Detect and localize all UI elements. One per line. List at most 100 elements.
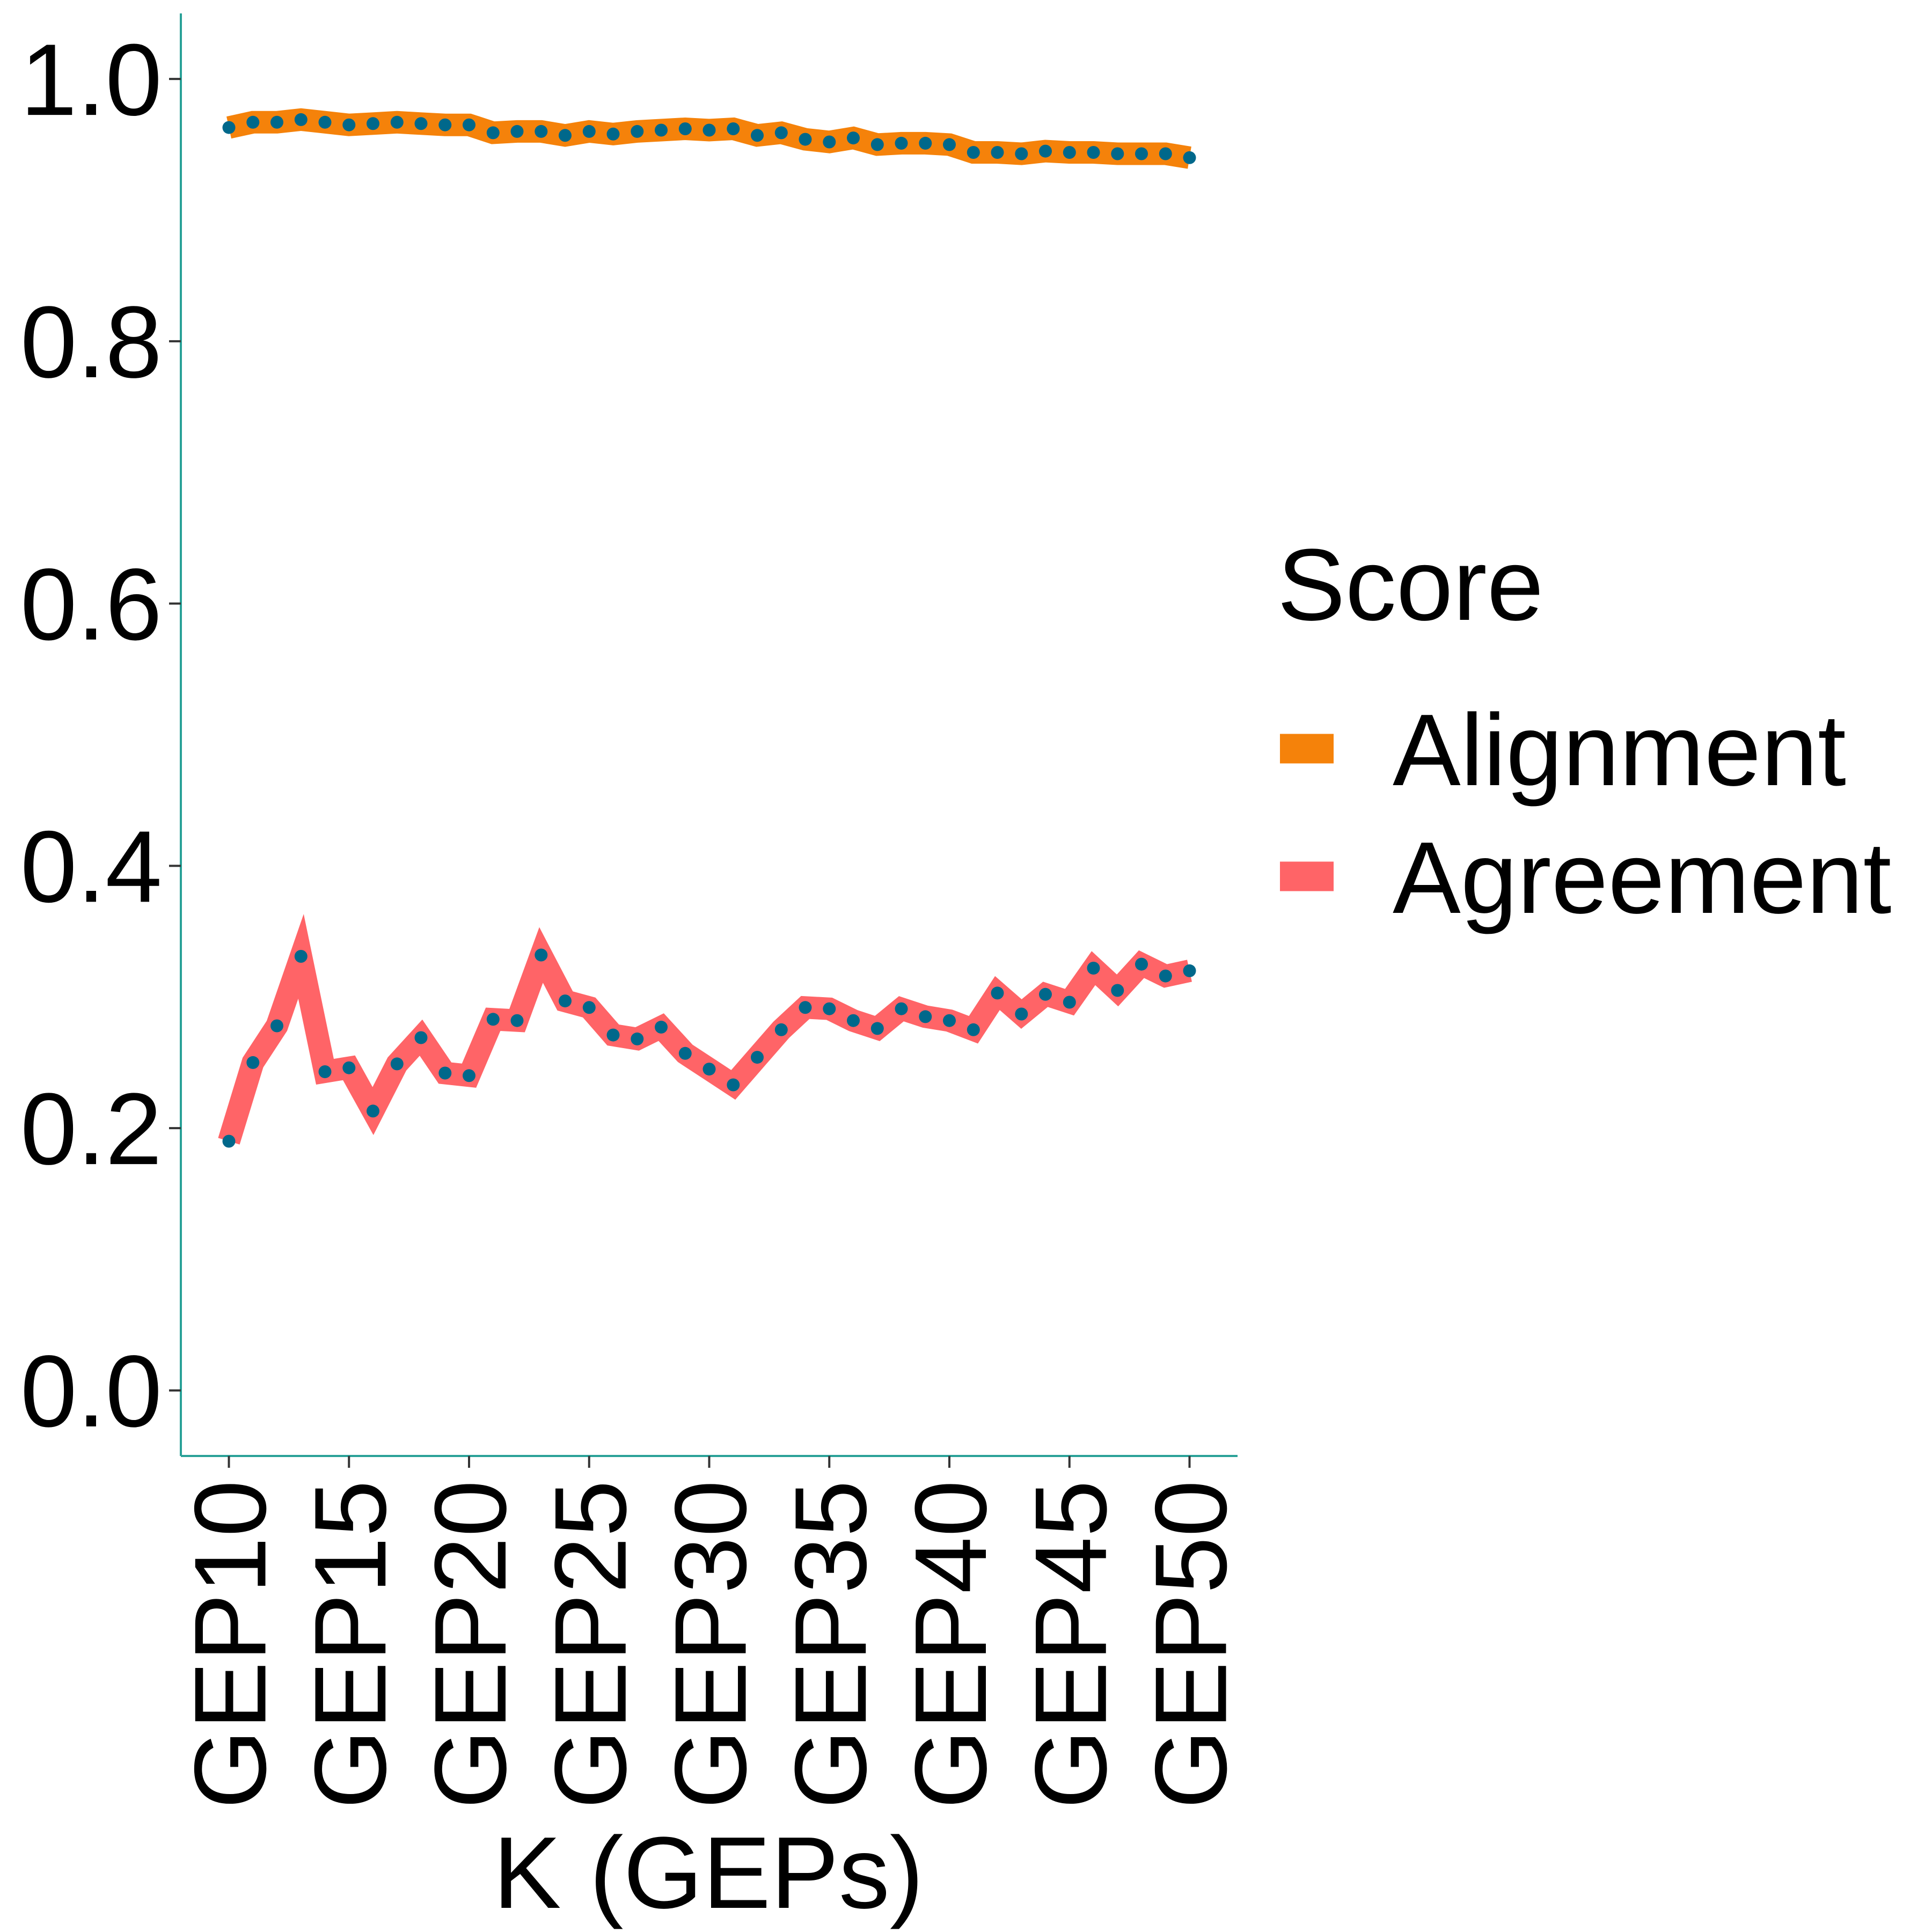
data-point-agreement [895, 1002, 908, 1015]
x-tick-label: GEP25 [534, 1480, 648, 1809]
data-point-alignment [1135, 147, 1148, 160]
x-tick-label: GEP30 [654, 1480, 768, 1809]
data-point-agreement [870, 1022, 884, 1035]
x-tick-label: GEP35 [774, 1480, 888, 1809]
data-point-alignment [559, 129, 572, 142]
data-point-alignment [1111, 147, 1124, 160]
data-point-agreement [294, 950, 308, 963]
data-point-agreement [390, 1057, 404, 1071]
data-point-alignment [678, 122, 692, 135]
data-point-agreement [486, 1013, 500, 1026]
data-point-agreement [246, 1056, 260, 1069]
y-tick-label: 0.8 [20, 286, 162, 399]
data-point-agreement [414, 1031, 428, 1044]
data-point-alignment [1159, 147, 1172, 160]
data-point-agreement [1039, 987, 1052, 1001]
data-point-alignment [799, 133, 812, 146]
data-point-alignment [1183, 151, 1196, 164]
data-point-alignment [222, 121, 236, 134]
data-point-agreement [702, 1063, 716, 1076]
data-point-alignment [1087, 146, 1100, 159]
data-point-agreement [799, 1001, 812, 1014]
data-point-agreement [943, 1014, 956, 1027]
data-point-agreement [847, 1014, 860, 1027]
x-ticks: GEP10 GEP15 GEP20 GEP25 GEP30 GEP35 GEP40 GEP45… [174, 1456, 1248, 1809]
data-point-agreement [582, 1001, 596, 1014]
legend-key-alignment [1280, 734, 1334, 764]
data-point-alignment [727, 122, 740, 135]
data-point-agreement [678, 1046, 692, 1060]
data-point-alignment [751, 129, 764, 142]
data-point-alignment [967, 146, 980, 159]
legend-label-alignment: Alignment [1393, 693, 1846, 807]
x-tick-label: GEP20 [414, 1480, 528, 1809]
data-point-alignment [463, 118, 475, 131]
data-point-agreement [438, 1066, 452, 1080]
data-point-alignment [342, 118, 356, 131]
y-tick-label: 1.0 [20, 23, 162, 137]
y-tick-label: 0.0 [20, 1335, 162, 1448]
data-point-agreement [823, 1002, 836, 1015]
data-point-alignment [774, 126, 788, 140]
data-point-agreement [1063, 996, 1076, 1009]
data-point-agreement [1135, 957, 1148, 971]
data-point-alignment [367, 117, 379, 130]
data-point-agreement [222, 1135, 236, 1148]
data-point-agreement [270, 1019, 283, 1033]
data-point-alignment [847, 131, 860, 145]
points-layer [222, 113, 1196, 1148]
data-point-agreement [751, 1051, 764, 1064]
x-tick-label: GEP40 [894, 1480, 1008, 1809]
data-point-agreement [774, 1023, 788, 1036]
data-point-alignment [943, 138, 956, 151]
data-point-agreement [559, 994, 572, 1008]
data-point-alignment [1015, 147, 1028, 160]
data-point-agreement [991, 986, 1004, 1000]
x-tick-label: GEP45 [1014, 1480, 1128, 1809]
data-point-alignment [246, 115, 260, 129]
x-tick-label: GEP10 [174, 1480, 288, 1809]
data-point-alignment [895, 136, 908, 150]
legend: Score Alignment Agreement [1277, 528, 1891, 935]
data-point-agreement [1087, 962, 1100, 975]
data-point-alignment [870, 138, 884, 151]
data-point-agreement [342, 1061, 356, 1074]
y-tick-label: 0.2 [20, 1072, 162, 1186]
data-point-alignment [1039, 144, 1052, 158]
data-point-alignment [270, 115, 283, 129]
axes-layer [180, 13, 1238, 1457]
data-point-alignment [1063, 146, 1076, 159]
data-point-agreement [1015, 1007, 1028, 1021]
data-point-alignment [510, 125, 524, 138]
data-point-alignment [606, 127, 620, 141]
data-point-alignment [582, 125, 596, 138]
data-point-agreement [367, 1104, 379, 1118]
data-point-alignment [655, 123, 668, 137]
data-point-alignment [414, 117, 428, 130]
data-point-agreement [1159, 969, 1172, 983]
data-point-agreement [463, 1069, 475, 1082]
data-point-alignment [535, 125, 548, 138]
data-point-alignment [390, 115, 404, 129]
y-tick-label: 0.6 [20, 548, 162, 662]
data-point-alignment [991, 146, 1004, 159]
data-point-agreement [1111, 984, 1124, 997]
data-point-agreement [606, 1028, 620, 1042]
data-point-alignment [438, 118, 452, 131]
y-ticks: 0.0 0.2 0.4 0.6 0.8 1.0 [20, 23, 181, 1448]
data-point-alignment [631, 125, 644, 138]
data-point-agreement [967, 1023, 980, 1036]
data-point-alignment [294, 113, 308, 126]
data-point-agreement [510, 1014, 524, 1027]
x-axis-title: K (GEPs) [493, 1816, 924, 1930]
legend-title: Score [1277, 528, 1543, 642]
data-point-agreement [655, 1020, 668, 1034]
data-point-agreement [919, 1010, 932, 1023]
legend-label-agreement: Agreement [1393, 821, 1891, 935]
legend-entries: Alignment Agreement [1280, 693, 1891, 935]
data-point-agreement [631, 1032, 644, 1045]
data-point-agreement [1183, 964, 1196, 977]
data-point-alignment [702, 123, 716, 137]
data-point-alignment [823, 135, 836, 149]
